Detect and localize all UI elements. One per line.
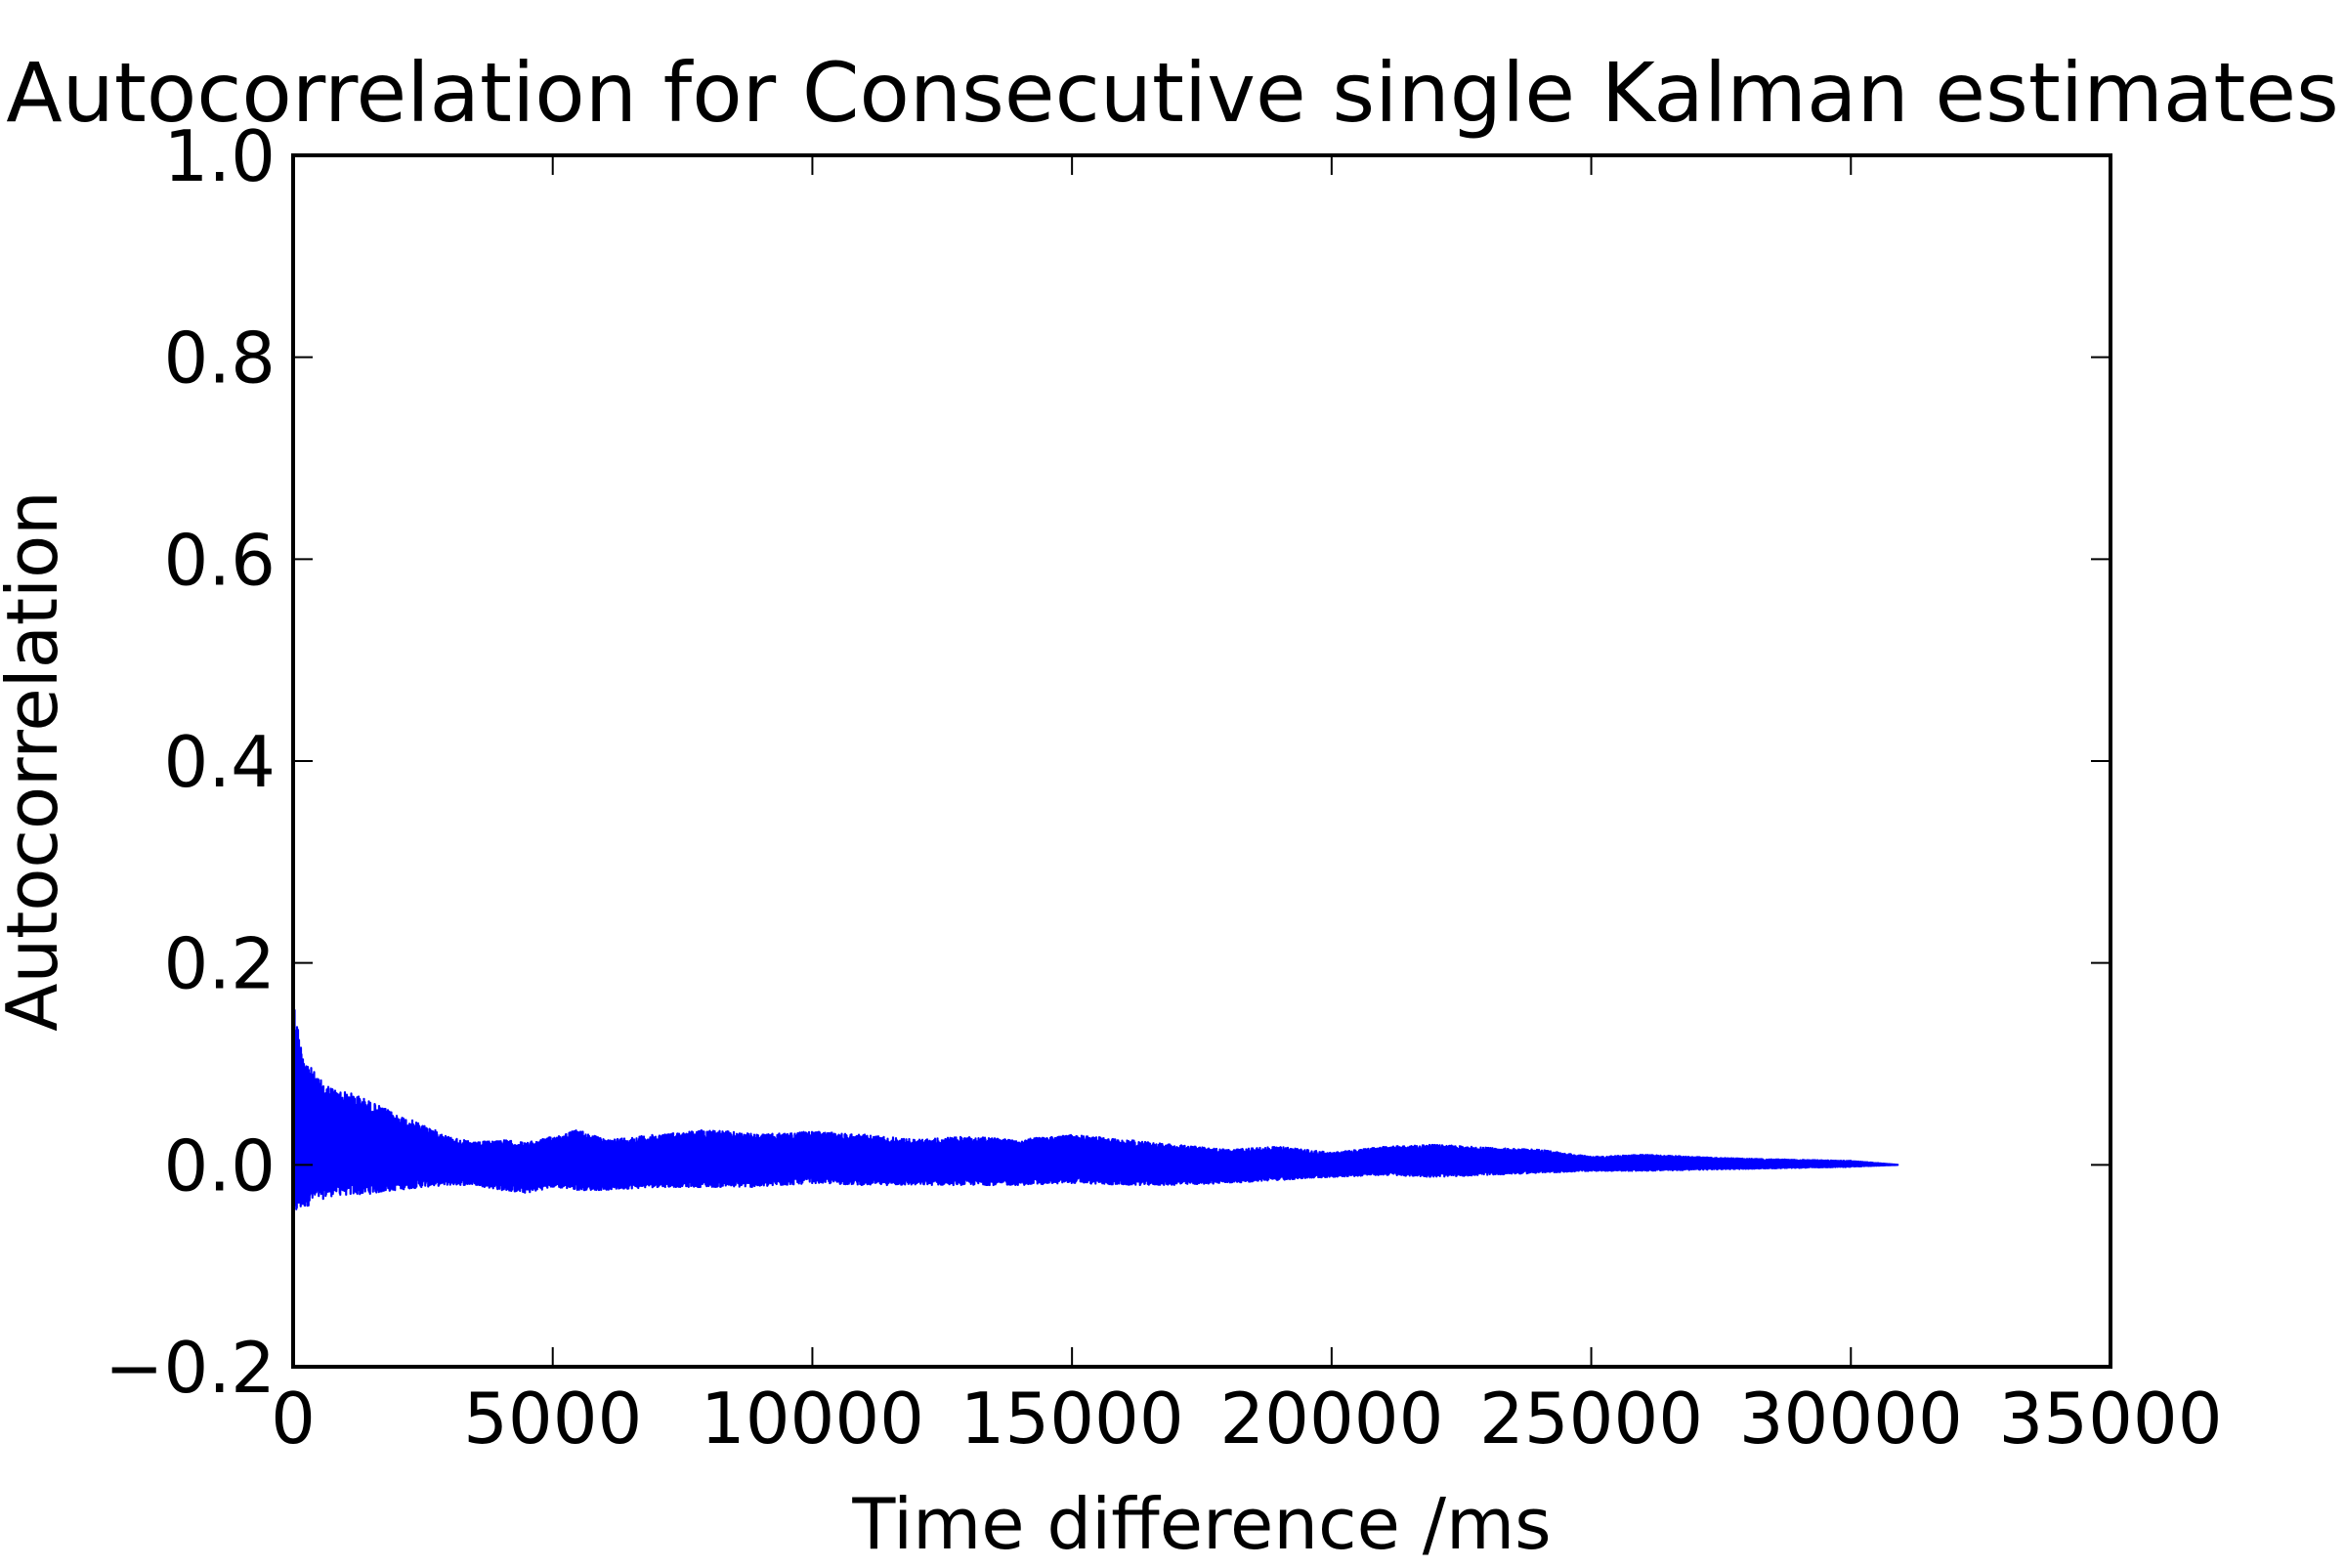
chart-title: Autocorrelation for Consecutive single K…: [6, 45, 2339, 141]
y-tick-label: 0.0: [163, 1124, 276, 1207]
x-tick-label: 20000: [1219, 1377, 1443, 1460]
x-axis-label: Time difference /ms: [851, 1483, 1551, 1563]
x-tick-label: 25000: [1479, 1377, 1703, 1460]
tick-layer: 0 5000 10000 15000 20000 25000 30000 35000 −0.2 0…: [105, 115, 2222, 1460]
x-tick-label: 35000: [1998, 1377, 2222, 1460]
y-tick-label: 1.0: [163, 115, 276, 197]
series-line-0: [291, 1008, 1899, 1211]
x-tick-label: 15000: [960, 1377, 1184, 1460]
x-tick-label: 5000: [463, 1377, 642, 1460]
plot-area: 0 5000 10000 15000 20000 25000 30000 35000 −0.2 0…: [105, 115, 2222, 1460]
y-axis-label: Autocorrelation: [0, 490, 73, 1032]
x-tick-label: 30000: [1739, 1377, 1963, 1460]
series-layer: [291, 1008, 1899, 1211]
y-tick-label: −0.2: [105, 1327, 276, 1409]
y-tick-label: 0.2: [163, 923, 276, 1005]
x-tick-label: 0: [271, 1377, 316, 1460]
x-tick-label: 10000: [701, 1377, 924, 1460]
y-tick-label: 0.6: [163, 519, 276, 601]
y-tick-label: 0.4: [163, 721, 276, 803]
y-tick-label: 0.8: [163, 318, 276, 400]
